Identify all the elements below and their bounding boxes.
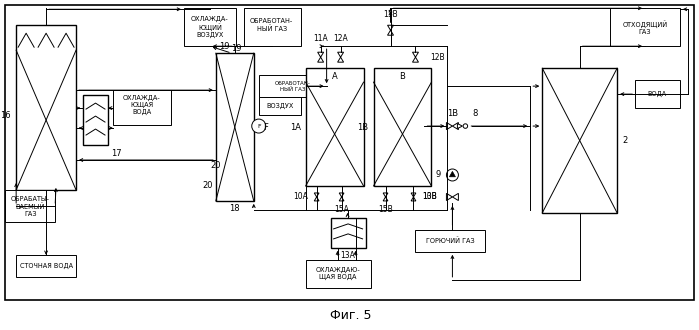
Text: 19: 19 <box>231 44 241 53</box>
Polygon shape <box>339 193 344 197</box>
Text: F: F <box>257 123 261 129</box>
Text: 2: 2 <box>622 136 628 145</box>
Text: 1B: 1B <box>357 122 368 132</box>
Polygon shape <box>315 193 319 197</box>
Text: 1B: 1B <box>447 109 458 117</box>
Text: 11A: 11A <box>313 34 328 43</box>
Bar <box>305 260 370 288</box>
Polygon shape <box>383 193 388 197</box>
Text: 20: 20 <box>211 160 222 170</box>
Text: 19: 19 <box>219 42 230 51</box>
Bar <box>305 68 363 186</box>
Text: 15B: 15B <box>378 205 393 214</box>
Circle shape <box>252 119 266 133</box>
Circle shape <box>463 124 468 128</box>
Bar <box>373 68 431 186</box>
Polygon shape <box>317 57 324 62</box>
Text: ОБРАБАТЫ-
ВАЕМЫЙ
ГАЗ: ОБРАБАТЫ- ВАЕМЫЙ ГАЗ <box>10 196 50 217</box>
Bar <box>415 230 485 252</box>
Polygon shape <box>447 122 452 130</box>
Text: 13B: 13B <box>423 192 438 201</box>
Polygon shape <box>383 197 388 201</box>
Bar <box>5 190 55 222</box>
Polygon shape <box>315 197 319 201</box>
Bar <box>83 95 108 145</box>
Polygon shape <box>447 193 452 201</box>
Text: 15A: 15A <box>334 205 349 214</box>
Polygon shape <box>338 52 344 57</box>
Bar <box>542 68 617 213</box>
Text: ОБРАБОТАН-
НЫЙ ГАЗ: ОБРАБОТАН- НЫЙ ГАЗ <box>250 18 294 32</box>
Bar <box>113 90 171 125</box>
Bar <box>16 25 76 190</box>
Text: ВОДА: ВОДА <box>647 91 667 97</box>
Bar <box>259 75 326 97</box>
Bar <box>259 97 301 115</box>
Bar <box>184 8 236 46</box>
Text: 11B: 11B <box>383 10 398 19</box>
Bar <box>635 80 680 108</box>
Polygon shape <box>457 123 463 129</box>
Text: 18: 18 <box>229 204 240 214</box>
Text: 16: 16 <box>1 111 11 119</box>
Text: 12B: 12B <box>431 53 445 62</box>
Polygon shape <box>339 197 344 201</box>
Text: ОХЛАЖДА-
ЮЩАЯ
ВОДА: ОХЛАЖДА- ЮЩАЯ ВОДА <box>123 95 161 115</box>
Text: ОБРАБОТАН-
НЫЙ ГАЗ: ОБРАБОТАН- НЫЙ ГАЗ <box>275 81 310 91</box>
Text: 9: 9 <box>435 171 440 180</box>
Bar <box>244 8 301 46</box>
Polygon shape <box>338 57 344 62</box>
Text: A: A <box>332 72 338 81</box>
Text: ОХЛАЖДА-
ЮЩИЙ
ВОЗДУХ: ОХЛАЖДА- ЮЩИЙ ВОЗДУХ <box>191 16 229 39</box>
Text: 20: 20 <box>203 182 213 190</box>
Text: 12A: 12A <box>333 34 348 43</box>
Bar <box>610 8 680 46</box>
Text: 10B: 10B <box>422 192 437 201</box>
Polygon shape <box>387 30 394 35</box>
Polygon shape <box>411 197 416 201</box>
Text: ОТХОДЯЩИЙ
ГАЗ: ОТХОДЯЩИЙ ГАЗ <box>623 20 668 35</box>
Bar <box>331 218 366 248</box>
Polygon shape <box>449 171 456 177</box>
Bar <box>16 255 76 277</box>
Bar <box>216 53 254 201</box>
Text: 10A: 10A <box>293 192 308 201</box>
Text: 13A: 13A <box>340 251 356 260</box>
Circle shape <box>447 169 459 181</box>
Polygon shape <box>412 57 419 62</box>
Text: B: B <box>400 72 405 81</box>
Bar <box>5 5 694 300</box>
Text: ГОРЮЧИЙ ГАЗ: ГОРЮЧИЙ ГАЗ <box>426 238 475 244</box>
Polygon shape <box>387 25 394 30</box>
Polygon shape <box>452 193 459 201</box>
Text: F: F <box>264 122 268 132</box>
Text: Фиг. 5: Фиг. 5 <box>330 309 371 322</box>
Text: ОХЛАЖДАЮ-
ЩАЯ ВОДА: ОХЛАЖДАЮ- ЩАЯ ВОДА <box>315 267 360 280</box>
Text: 1A: 1A <box>289 122 301 132</box>
Text: 17: 17 <box>111 148 122 157</box>
Text: ВОЗДУХ: ВОЗДУХ <box>266 103 294 109</box>
Polygon shape <box>412 52 419 57</box>
Polygon shape <box>317 52 324 57</box>
Polygon shape <box>411 193 416 197</box>
Text: СТОЧНАЯ ВОДА: СТОЧНАЯ ВОДА <box>20 263 73 269</box>
Text: 8: 8 <box>473 109 478 117</box>
Polygon shape <box>452 122 459 130</box>
